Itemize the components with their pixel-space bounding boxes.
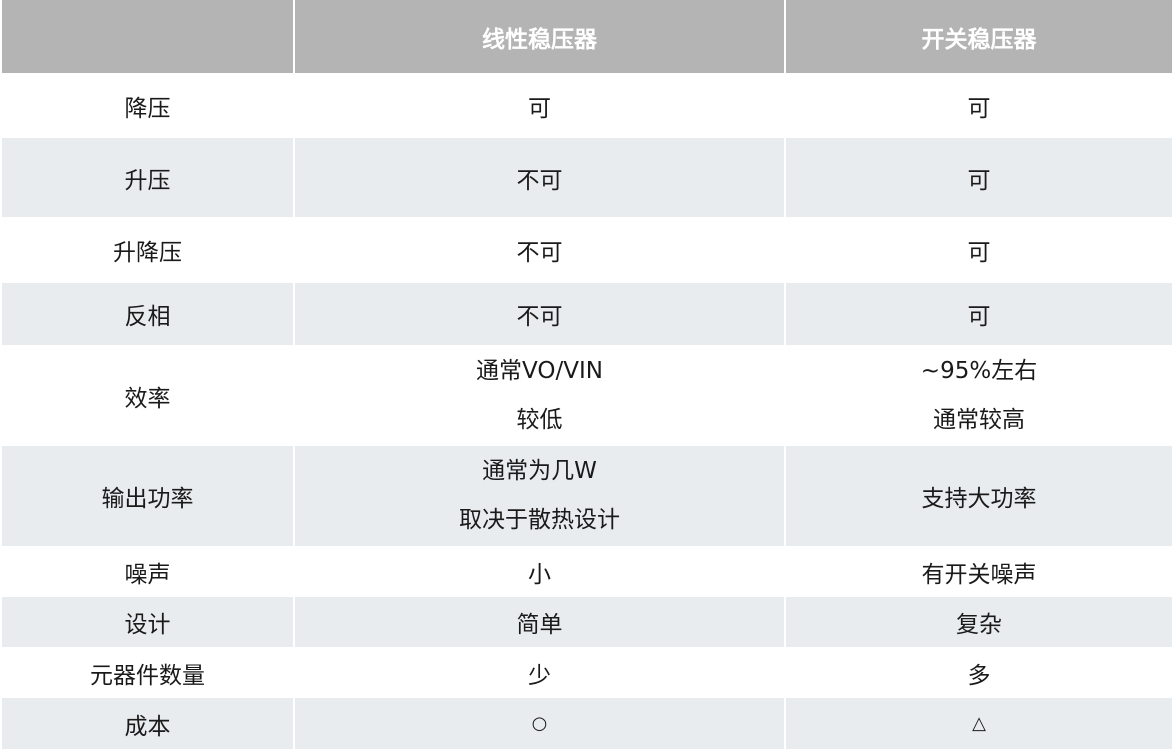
row-label: 效率 bbox=[0, 345, 295, 446]
table-row: 反相 不可 可 bbox=[0, 283, 1172, 345]
cell-linear: 通常VO/VIN 较低 bbox=[293, 345, 786, 446]
cell-switching: 支持大功率 bbox=[784, 446, 1172, 546]
row-label: 反相 bbox=[0, 283, 295, 345]
cell-switching: 有开关噪声 bbox=[784, 546, 1172, 597]
cell-text: 复杂 bbox=[956, 612, 1002, 638]
cell-text: 少 bbox=[528, 662, 551, 689]
header-switching: 开关稳压器 bbox=[784, 0, 1172, 73]
cell-linear: 通常为几W 取决于散热设计 bbox=[293, 446, 786, 546]
cell-switching: 多 bbox=[784, 647, 1172, 698]
cell-linear: 不可 bbox=[293, 283, 786, 345]
row-label: 降压 bbox=[0, 73, 295, 138]
cell-text: 通常VO/VIN bbox=[476, 357, 603, 384]
table-row: 元器件数量 少 多 bbox=[0, 647, 1172, 698]
cell-text: △ bbox=[972, 713, 986, 734]
row-label: 升压 bbox=[0, 138, 295, 217]
cell-text: 简单 bbox=[516, 612, 563, 638]
cell-text: 取决于散热设计 bbox=[459, 507, 620, 533]
cell-switching: 可 bbox=[784, 217, 1172, 283]
header-empty bbox=[0, 0, 295, 73]
cell-switching: ~95%左右 通常较高 bbox=[784, 345, 1172, 446]
cell-text: 不可 bbox=[516, 304, 563, 330]
cell-text: 可 bbox=[528, 95, 551, 122]
table-row: 升压 不可 可 bbox=[0, 138, 1172, 217]
cell-text: 支持大功率 bbox=[921, 486, 1037, 512]
cell-text: 通常较高 bbox=[933, 406, 1025, 433]
row-label: 升降压 bbox=[0, 217, 295, 283]
cell-text: 可 bbox=[967, 167, 991, 194]
table-row: 成本 ○ △ bbox=[0, 698, 1172, 749]
cell-switching: △ bbox=[784, 698, 1172, 749]
cell-text: 多 bbox=[967, 662, 991, 689]
row-label: 噪声 bbox=[0, 546, 295, 597]
table-row: 噪声 小 有开关噪声 bbox=[0, 546, 1172, 597]
cell-linear: 可 bbox=[293, 73, 786, 138]
cell-text: 较低 bbox=[516, 406, 563, 433]
cell-linear: 不可 bbox=[293, 217, 786, 283]
row-label: 设计 bbox=[0, 597, 295, 647]
cell-text: 不可 bbox=[516, 167, 563, 194]
cell-switching: 可 bbox=[784, 73, 1172, 138]
table-row: 降压 可 可 bbox=[0, 73, 1172, 138]
row-label: 成本 bbox=[0, 698, 295, 749]
header-row: 线性稳压器 开关稳压器 bbox=[0, 0, 1172, 73]
cell-linear: 不可 bbox=[293, 138, 786, 217]
cell-linear: 少 bbox=[293, 647, 786, 698]
table-row: 效率 通常VO/VIN 较低 ~95%左右 通常较高 bbox=[0, 345, 1172, 446]
cell-text: 可 bbox=[967, 95, 991, 122]
cell-text: 通常为几W bbox=[482, 458, 597, 484]
table-row: 升降压 不可 可 bbox=[0, 217, 1172, 283]
cell-text: 可 bbox=[967, 240, 991, 266]
table-row: 输出功率 通常为几W 取决于散热设计 支持大功率 bbox=[0, 446, 1172, 546]
cell-switching: 可 bbox=[784, 283, 1172, 345]
cell-text: 小 bbox=[528, 561, 551, 588]
cell-switching: 复杂 bbox=[784, 597, 1172, 647]
cell-switching: 可 bbox=[784, 138, 1172, 217]
cell-linear: 简单 bbox=[293, 597, 786, 647]
cell-text: 可 bbox=[967, 304, 991, 330]
row-label: 元器件数量 bbox=[0, 647, 295, 698]
cell-text: 有开关噪声 bbox=[921, 561, 1037, 588]
cell-linear: ○ bbox=[293, 698, 786, 749]
cell-text: ○ bbox=[531, 713, 548, 734]
row-label: 输出功率 bbox=[0, 446, 295, 546]
cell-linear: 小 bbox=[293, 546, 786, 597]
cell-text: ~95%左右 bbox=[920, 357, 1038, 384]
table-row: 设计 简单 复杂 bbox=[0, 597, 1172, 647]
header-linear: 线性稳压器 bbox=[293, 0, 786, 73]
cell-text: 不可 bbox=[516, 240, 563, 266]
